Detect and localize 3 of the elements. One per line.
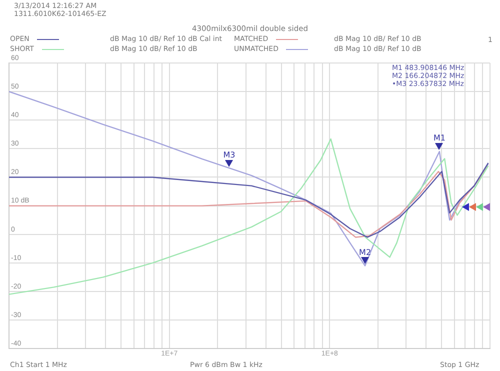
annotation: M1 — [433, 134, 446, 143]
annotation: M3 — [223, 150, 236, 160]
annotation: M2 — [359, 248, 372, 257]
